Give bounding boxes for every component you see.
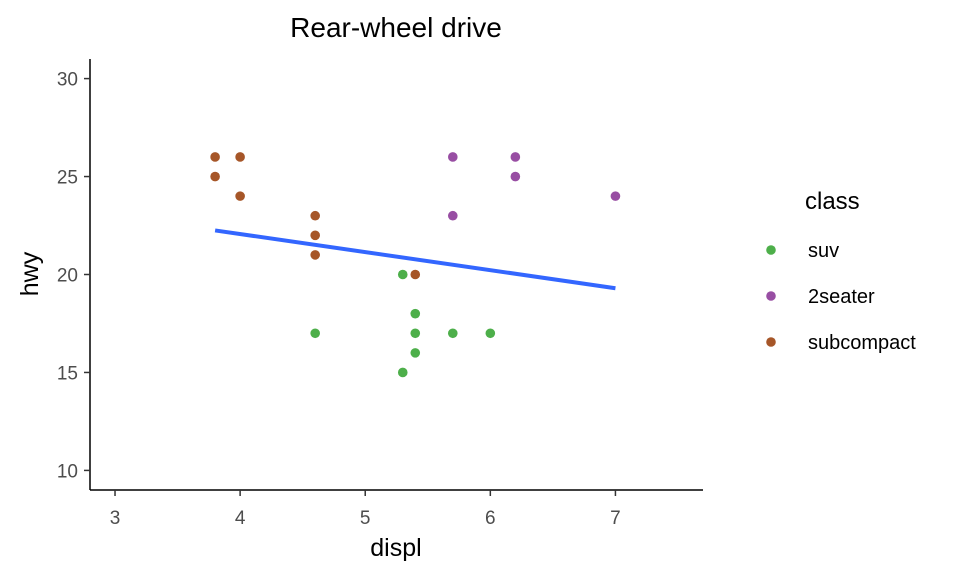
chart-title: Rear-wheel drive <box>290 12 502 43</box>
trend-line <box>214 228 616 291</box>
legend-label-2seater: 2seater <box>808 286 875 308</box>
x-tick-label: 3 <box>110 508 121 529</box>
data-point-suv <box>410 308 421 319</box>
x-tick-label: 4 <box>235 508 246 529</box>
legend-key-subcompact <box>766 337 776 347</box>
y-tick-label: 10 <box>57 461 78 482</box>
data-point-suv <box>485 328 496 339</box>
data-point-subcompact <box>210 171 220 182</box>
y-axis-ticks: 10 15 20 25 30 <box>57 70 90 482</box>
plot-area <box>210 152 621 378</box>
data-point-subcompact <box>235 152 245 162</box>
y-tick-label: 20 <box>57 266 78 287</box>
data-point-2seater <box>510 152 521 162</box>
data-point-subcompact <box>410 269 421 280</box>
x-axis-ticks: 3 4 5 6 7 <box>110 490 621 529</box>
data-point-suv <box>410 348 421 358</box>
legend-key-suv <box>766 245 776 255</box>
data-point-subcompact <box>210 152 220 162</box>
data-point-suv <box>397 269 408 280</box>
legend-title: class <box>805 188 860 215</box>
y-tick-label: 30 <box>57 70 78 91</box>
legend-key-2seater <box>766 291 776 301</box>
x-tick-label: 6 <box>485 508 496 529</box>
data-point-subcompact <box>310 230 320 241</box>
y-tick-label: 15 <box>57 363 78 384</box>
legend: class suv 2seater subcompact <box>766 188 916 354</box>
data-point-2seater <box>447 152 458 162</box>
legend-label-suv: suv <box>808 240 839 262</box>
x-tick-label: 7 <box>610 508 621 529</box>
data-point-subcompact <box>310 210 320 221</box>
data-point-suv <box>397 367 408 378</box>
legend-label-subcompact: subcompact <box>808 332 916 354</box>
data-point-subcompact <box>310 250 320 260</box>
y-tick-label: 25 <box>57 168 78 189</box>
data-point-2seater <box>447 210 458 221</box>
data-point-subcompact <box>235 191 245 201</box>
data-point-2seater <box>610 191 621 201</box>
data-point-2seater <box>510 171 521 182</box>
y-axis-title: hwy <box>16 251 44 296</box>
data-point-suv <box>410 328 421 339</box>
data-point-suv <box>310 328 320 339</box>
x-axis-title: displ <box>370 534 421 562</box>
x-tick-label: 5 <box>360 508 371 529</box>
data-point-suv <box>447 328 458 339</box>
